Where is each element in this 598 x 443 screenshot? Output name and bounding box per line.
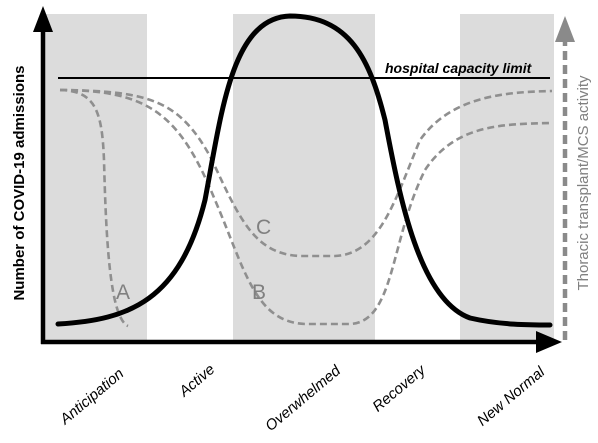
y-axis-right-arrow-icon — [555, 16, 575, 42]
phase-label-overwhelmed: Overwhelmed — [262, 362, 344, 435]
band-overwhelmed — [233, 14, 375, 340]
phase-label-anticipation: Anticipation — [56, 365, 127, 429]
curve-a — [59, 88, 129, 328]
curve-label-c: C — [256, 216, 271, 239]
phase-label-new-normal: New Normal — [474, 363, 549, 429]
band-new-normal — [460, 14, 554, 340]
capacity-limit-label: hospital capacity limit — [385, 60, 533, 76]
phase-label-active: Active — [175, 361, 218, 401]
covid-admissions-curve — [55, 13, 553, 328]
curve-label-a: A — [116, 281, 130, 304]
curve-c — [59, 88, 553, 258]
curve-b — [59, 88, 553, 326]
y-axis-left-label: Number of COVID-19 admissions — [11, 65, 28, 300]
x-axis-arrow-icon — [536, 331, 562, 353]
band-anticipation — [44, 14, 147, 340]
curve-label-b: B — [252, 281, 266, 304]
y-axis-right-label: Thoracic transplant/MCS activity — [575, 75, 592, 291]
phase-label-recovery: Recovery — [369, 361, 430, 416]
y-axis-left-arrow-icon — [33, 6, 53, 32]
